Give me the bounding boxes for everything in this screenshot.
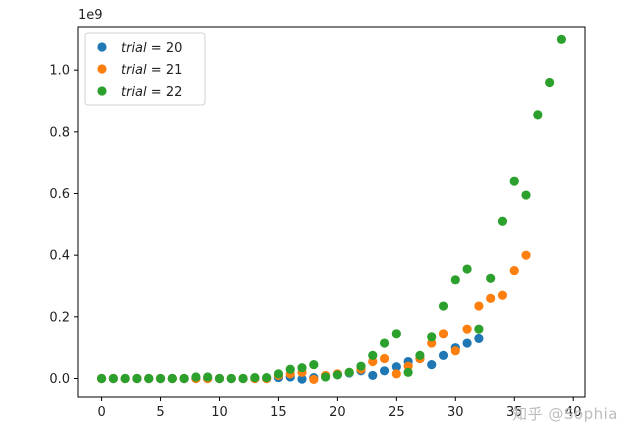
x-tick-label: 0 xyxy=(97,405,105,420)
plot-frame xyxy=(77,26,586,398)
data-point-series-1 xyxy=(379,353,390,364)
legend: trial = 20 trial = 21 trial = 22 xyxy=(84,32,206,106)
x-tick-label: 20 xyxy=(329,405,346,420)
data-point-series-2 xyxy=(486,273,496,283)
data-point-series-2 xyxy=(273,369,284,379)
y-tick-label: 0.0 xyxy=(49,372,70,387)
data-point-series-0 xyxy=(427,360,437,370)
data-point-series-1 xyxy=(497,290,508,300)
legend-marker xyxy=(97,86,107,96)
legend-marker xyxy=(97,64,107,74)
legend-label: trial = 21 xyxy=(121,63,182,78)
data-point-series-2 xyxy=(144,373,154,384)
data-point-series-2 xyxy=(521,190,531,200)
x-tick-label: 25 xyxy=(388,405,405,420)
data-point-series-2 xyxy=(96,373,107,384)
y-tick-label: 1.0 xyxy=(49,64,70,79)
data-point-series-2 xyxy=(262,372,272,383)
data-point-series-2 xyxy=(474,324,484,334)
legend-value: 21 xyxy=(166,63,183,78)
data-point-series-1 xyxy=(474,301,484,311)
legend-label: trial = 22 xyxy=(121,85,182,100)
data-point-series-2 xyxy=(427,332,437,342)
legend-value: 20 xyxy=(166,41,183,56)
y-tick-label: 0.6 xyxy=(49,187,70,202)
data-point-series-2 xyxy=(238,373,248,384)
data-point-series-1 xyxy=(462,324,472,334)
legend-variable: trial xyxy=(121,63,147,78)
data-point-series-2 xyxy=(179,373,189,384)
data-point-series-2 xyxy=(214,373,225,384)
data-point-series-1 xyxy=(450,346,460,356)
data-points xyxy=(96,34,567,385)
data-point-series-2 xyxy=(226,373,236,384)
data-point-series-1 xyxy=(486,293,496,303)
y-tick-label: 0.2 xyxy=(49,310,70,325)
legend-marker xyxy=(97,42,107,52)
data-point-series-1 xyxy=(509,265,519,276)
data-point-series-2 xyxy=(203,372,213,382)
data-point-series-2 xyxy=(332,370,342,380)
data-point-series-2 xyxy=(191,372,201,382)
data-point-series-2 xyxy=(132,373,142,384)
x-tick-label: 5 xyxy=(156,405,164,420)
legend-value: 22 xyxy=(166,85,183,100)
data-point-series-2 xyxy=(120,373,130,384)
data-point-series-2 xyxy=(415,350,425,360)
data-point-series-2 xyxy=(344,367,354,377)
data-point-series-0 xyxy=(368,370,378,381)
data-point-series-2 xyxy=(250,372,260,383)
x-tick-label: 30 xyxy=(447,405,464,420)
data-point-series-2 xyxy=(155,373,166,384)
data-point-series-0 xyxy=(297,374,307,384)
data-point-series-0 xyxy=(438,350,449,360)
data-point-series-2 xyxy=(556,34,567,44)
data-point-series-0 xyxy=(474,333,484,344)
data-point-series-0 xyxy=(391,362,401,372)
x-tick-label: 35 xyxy=(506,405,523,420)
y-tick-label: 0.8 xyxy=(49,125,70,140)
data-point-series-2 xyxy=(379,338,390,348)
data-point-series-2 xyxy=(462,264,472,274)
data-point-series-2 xyxy=(321,372,331,382)
legend-variable: trial xyxy=(121,41,147,56)
data-point-series-1 xyxy=(521,250,531,260)
legend-box xyxy=(84,32,206,106)
legend-variable: trial xyxy=(121,85,147,100)
data-point-series-0 xyxy=(462,338,472,348)
x-tick-label: 10 xyxy=(211,405,228,420)
y-offset-label: 1e9 xyxy=(78,8,103,23)
data-point-series-2 xyxy=(391,329,401,339)
x-axis: 0 5 10 15 20 25 30 35 40 xyxy=(97,397,581,420)
data-point-series-2 xyxy=(167,373,177,384)
data-point-series-1 xyxy=(309,374,319,385)
data-point-series-2 xyxy=(285,364,295,374)
data-point-series-0 xyxy=(379,366,390,376)
y-axis: 0.0 0.2 0.4 0.6 0.8 1.0 xyxy=(49,64,78,387)
data-point-series-2 xyxy=(533,110,543,120)
y-tick-label: 0.4 xyxy=(49,249,70,264)
data-point-series-2 xyxy=(403,367,413,377)
data-point-series-2 xyxy=(297,363,307,373)
data-point-series-2 xyxy=(509,176,519,186)
data-point-series-2 xyxy=(497,216,508,226)
watermark: 知乎 @Sophia xyxy=(512,405,618,423)
x-tick-label: 15 xyxy=(270,405,287,420)
x-tick-label: 40 xyxy=(565,405,582,420)
data-point-series-2 xyxy=(545,77,555,88)
legend-label: trial = 20 xyxy=(121,41,182,56)
data-point-series-2 xyxy=(309,360,319,370)
data-point-series-1 xyxy=(438,329,449,339)
data-point-series-1 xyxy=(391,369,401,379)
data-point-series-2 xyxy=(368,350,378,360)
data-point-series-2 xyxy=(450,275,460,285)
data-point-series-2 xyxy=(108,373,118,384)
data-point-series-2 xyxy=(438,301,449,311)
data-point-series-2 xyxy=(356,361,366,371)
